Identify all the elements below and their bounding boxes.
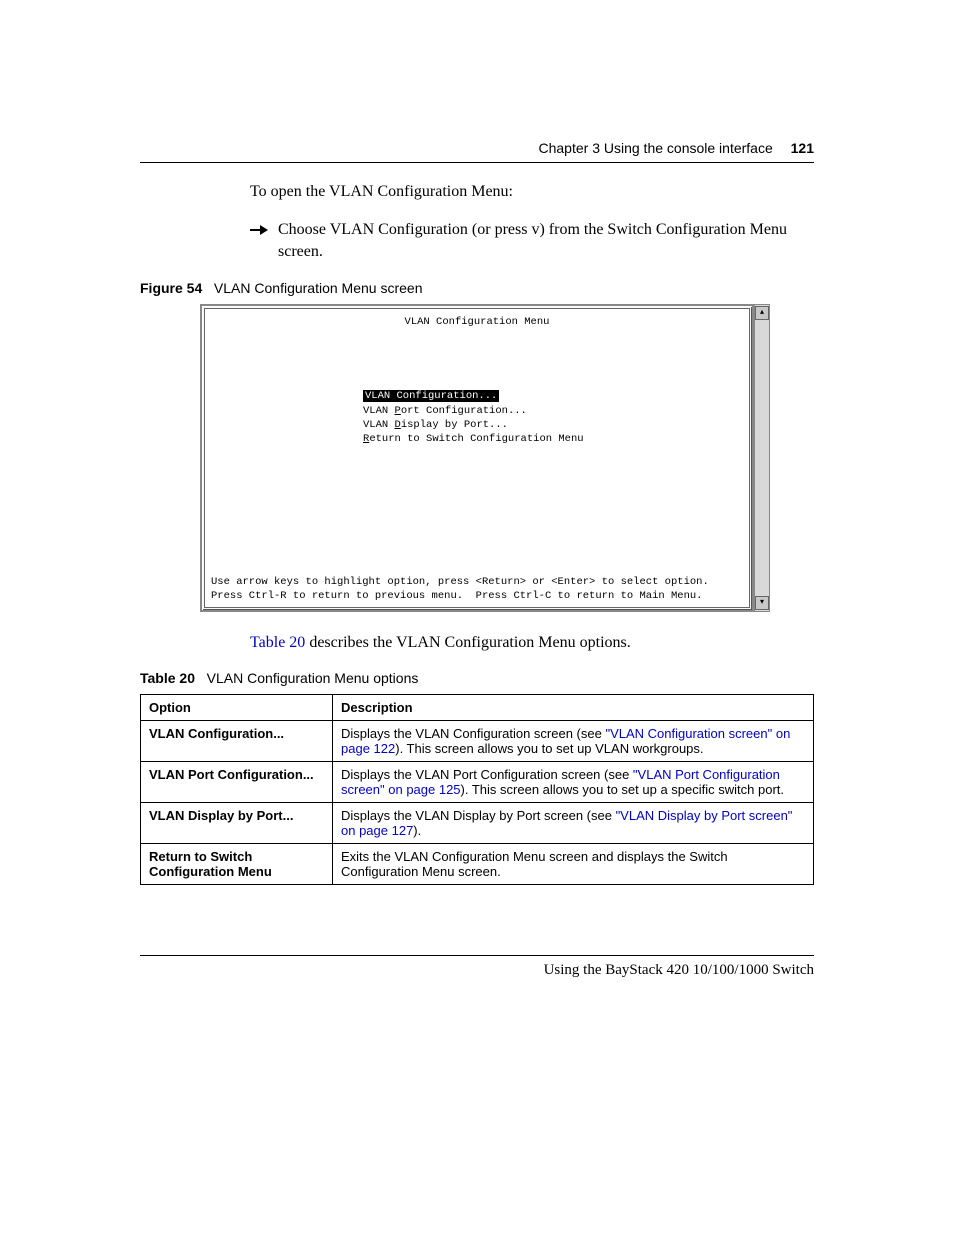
table-row: VLAN Port Configuration...Displays the V…: [141, 762, 814, 803]
header-rule: [140, 162, 814, 163]
page-number: 121: [791, 140, 814, 156]
console-title: VLAN Configuration Menu: [211, 315, 743, 329]
col-option: Option: [141, 695, 333, 721]
table-row: Return to Switch Configuration MenuExits…: [141, 844, 814, 885]
console-menu-item: Return to Switch Configuration Menu: [363, 432, 743, 446]
table-link[interactable]: Table 20: [250, 634, 305, 651]
table-caption: Table 20 VLAN Configuration Menu options: [140, 670, 814, 686]
console-menu-item: VLAN Configuration...: [363, 389, 743, 403]
table-title: VLAN Configuration Menu options: [207, 670, 419, 686]
option-description: Displays the VLAN Port Configuration scr…: [333, 762, 814, 803]
chapter-title: Chapter 3 Using the console interface: [539, 140, 773, 156]
instruction-bullet: Choose VLAN Configuration (or press v) f…: [250, 219, 804, 262]
cross-reference-link[interactable]: "VLAN Display by Port screen" on page 12…: [341, 808, 792, 838]
cross-reference-link[interactable]: "VLAN Configuration screen" on page 122: [341, 726, 790, 756]
console-help-line1: Use arrow keys to highlight option, pres…: [211, 575, 743, 589]
table-row: VLAN Display by Port...Displays the VLAN…: [141, 803, 814, 844]
arrow-icon: [250, 223, 268, 241]
option-description: Displays the VLAN Display by Port screen…: [333, 803, 814, 844]
page-header: Chapter 3 Using the console interface 12…: [140, 140, 814, 156]
col-description: Description: [333, 695, 814, 721]
intro-text: To open the VLAN Configuration Menu:: [250, 183, 804, 201]
option-name: VLAN Display by Port...: [141, 803, 333, 844]
option-name: VLAN Configuration...: [141, 721, 333, 762]
option-name: Return to Switch Configuration Menu: [141, 844, 333, 885]
bullet-text: Choose VLAN Configuration (or press v) f…: [278, 219, 804, 262]
figure-label: Figure 54: [140, 280, 202, 296]
scroll-down-icon[interactable]: ▾: [755, 596, 769, 610]
table-intro: Table 20 describes the VLAN Configuratio…: [250, 634, 804, 652]
table-row: VLAN Configuration...Displays the VLAN C…: [141, 721, 814, 762]
cross-reference-link[interactable]: "VLAN Port Configuration screen" on page…: [341, 767, 780, 797]
option-name: VLAN Port Configuration...: [141, 762, 333, 803]
options-table: Option Description VLAN Configuration...…: [140, 694, 814, 885]
table-label: Table 20: [140, 670, 195, 686]
console-menu: VLAN Configuration...VLAN Port Configura…: [363, 389, 743, 446]
table-header-row: Option Description: [141, 695, 814, 721]
console-menu-item: VLAN Port Configuration...: [363, 404, 743, 418]
footer-text: Using the BayStack 420 10/100/1000 Switc…: [140, 962, 814, 979]
console-menu-item: VLAN Display by Port...: [363, 418, 743, 432]
figure-caption: Figure 54 VLAN Configuration Menu screen: [140, 280, 814, 296]
scrollbar[interactable]: ▴ ▾: [754, 304, 770, 612]
console-screenshot: VLAN Configuration Menu VLAN Configurati…: [200, 304, 770, 612]
option-description: Exits the VLAN Configuration Menu screen…: [333, 844, 814, 885]
scroll-up-icon[interactable]: ▴: [755, 306, 769, 320]
footer-rule: [140, 955, 814, 956]
option-description: Displays the VLAN Configuration screen (…: [333, 721, 814, 762]
console-help-line2: Press Ctrl-R to return to previous menu.…: [211, 589, 743, 603]
table-intro-rest: describes the VLAN Configuration Menu op…: [305, 634, 630, 651]
figure-title: VLAN Configuration Menu screen: [214, 280, 423, 296]
console-help: Use arrow keys to highlight option, pres…: [211, 575, 743, 603]
